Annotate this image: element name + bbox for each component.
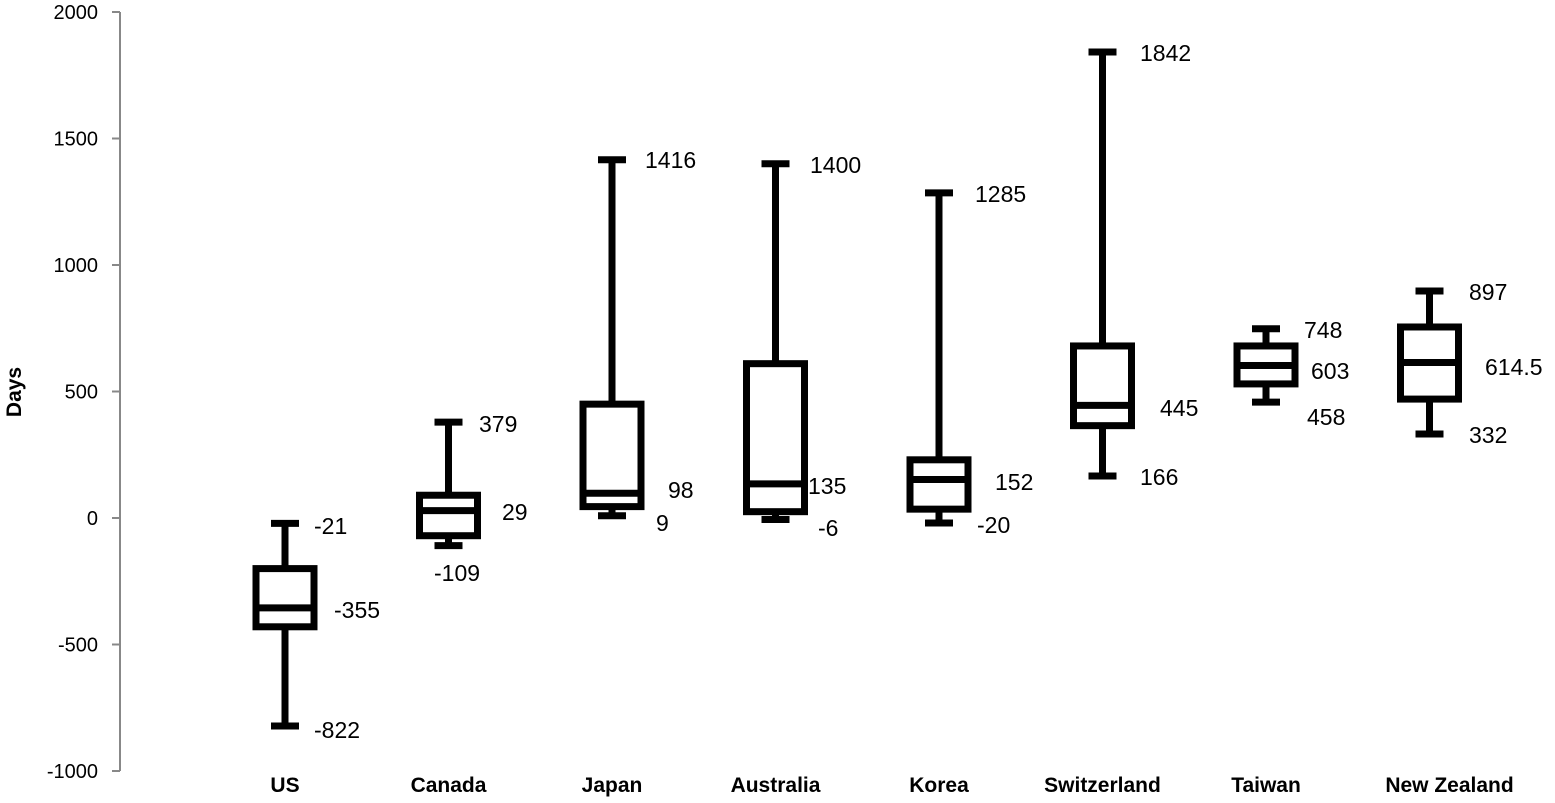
- y-axis: -1000 -500 0 500 1000 1500 2000: [47, 2, 121, 783]
- y-tick-label: 1500: [54, 129, 99, 151]
- box-iqr: [252, 565, 318, 631]
- data-label-min: -6: [818, 515, 838, 541]
- box-switzerland: 1842 445 166: [1070, 40, 1198, 490]
- x-category-label: US: [270, 774, 299, 797]
- data-label-median: 614.5: [1485, 354, 1543, 380]
- x-category-label: Australia: [731, 774, 821, 797]
- box-australia: 1400 135 -6: [743, 152, 861, 541]
- y-tick-label: 500: [65, 382, 98, 404]
- x-category-label: Switzerland: [1044, 774, 1161, 797]
- data-label-median: 29: [502, 499, 528, 525]
- data-label-min: 9: [656, 510, 669, 536]
- box-canada: 379 29 -109: [416, 411, 528, 586]
- x-category-label: Korea: [909, 774, 969, 797]
- data-label-median: 152: [995, 469, 1033, 495]
- x-category-label: Japan: [582, 774, 643, 797]
- data-label-max: 1285: [975, 181, 1026, 207]
- boxes-layer: -21 -355 -822 379 29 -109 1416 98 9 1400 135 -6 1285…: [252, 40, 1543, 743]
- y-tick-label: -1000: [47, 761, 98, 783]
- box-iqr: [906, 456, 972, 513]
- data-label-max: 379: [479, 411, 517, 437]
- data-label-min: 458: [1307, 404, 1345, 430]
- x-axis: US Canada Japan Australia Korea Switzerland Ta…: [270, 774, 1513, 797]
- data-label-median: -355: [334, 597, 380, 623]
- box-taiwan: 748 603 458: [1233, 317, 1349, 430]
- data-label-median: 603: [1311, 358, 1349, 384]
- box-iqr: [579, 400, 645, 511]
- x-category-label: Taiwan: [1231, 774, 1301, 797]
- data-label-max: 1842: [1140, 40, 1191, 66]
- box-japan: 1416 98 9: [579, 147, 696, 536]
- box-iqr: [743, 360, 808, 516]
- data-label-min: 332: [1469, 422, 1507, 448]
- data-label-max: 1400: [810, 152, 861, 178]
- x-category-label: New Zealand: [1385, 774, 1513, 797]
- y-tick-label: -500: [58, 635, 98, 657]
- data-label-min: -20: [977, 512, 1010, 538]
- data-label-max: 1416: [645, 147, 696, 173]
- data-label-min: -822: [314, 717, 360, 743]
- data-label-median: 445: [1160, 395, 1198, 421]
- box-korea: 1285 152 -20: [906, 181, 1033, 538]
- box-iqr: [1070, 342, 1135, 430]
- y-tick-label: 2000: [54, 2, 99, 24]
- y-axis-title: Days: [3, 367, 26, 417]
- box-new-zealand: 897 614.5 332: [1397, 279, 1543, 448]
- data-label-max: 897: [1469, 279, 1507, 305]
- data-label-max: -21: [314, 513, 347, 539]
- data-label-median: 135: [808, 473, 846, 499]
- y-tick-label: 0: [87, 508, 98, 530]
- x-category-label: Canada: [411, 774, 487, 797]
- y-tick-label: 1000: [54, 255, 99, 277]
- box-iqr: [416, 491, 481, 540]
- data-label-min: -109: [434, 560, 480, 586]
- data-label-max: 748: [1304, 317, 1342, 343]
- box-us: -21 -355 -822: [252, 513, 380, 743]
- data-label-min: 166: [1140, 464, 1178, 490]
- data-label-median: 98: [668, 477, 694, 503]
